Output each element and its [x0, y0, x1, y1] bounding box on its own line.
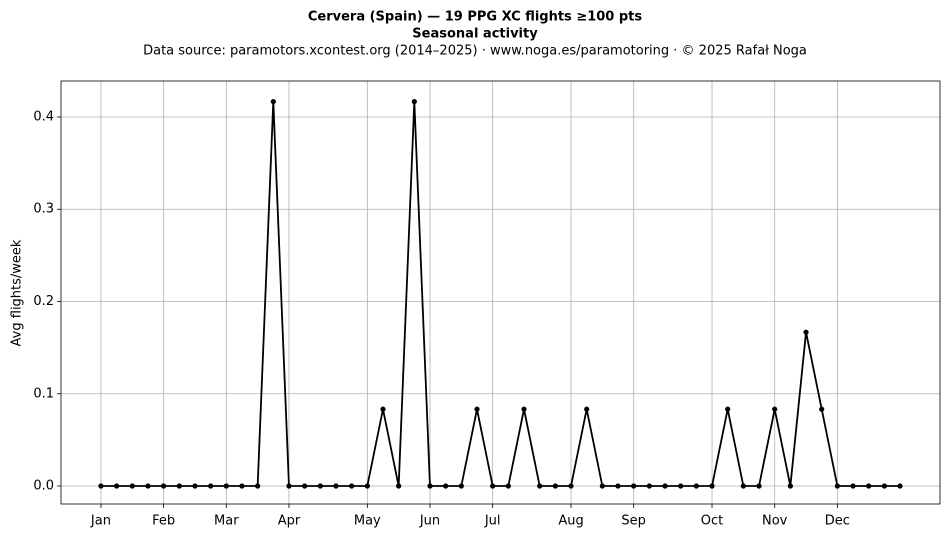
data-point: [396, 483, 402, 489]
data-point: [349, 483, 355, 489]
data-point: [161, 483, 167, 489]
data-point: [255, 483, 261, 489]
data-point: [615, 483, 621, 489]
data-point: [709, 483, 715, 489]
chart-title: Cervera (Spain) — 19 PPG XC flights ≥100…: [308, 10, 643, 25]
data-point: [568, 483, 574, 489]
data-point: [114, 483, 120, 489]
source-note: Data source: paramotors.xcontest.org (20…: [143, 44, 807, 59]
data-point: [866, 483, 872, 489]
x-tick-label: Aug: [558, 514, 583, 529]
data-point: [803, 329, 809, 335]
x-tick-label: Jun: [419, 514, 440, 529]
data-point: [662, 483, 668, 489]
data-point: [490, 483, 496, 489]
data-point: [850, 483, 856, 489]
data-point: [427, 483, 433, 489]
x-tick-label: Sep: [621, 514, 646, 529]
data-point: [772, 406, 778, 412]
data-point: [145, 483, 151, 489]
y-tick-label: 0.1: [33, 386, 54, 401]
data-point: [317, 483, 323, 489]
grid: [61, 81, 940, 504]
data-point: [98, 483, 104, 489]
data-point: [223, 483, 229, 489]
data-point: [552, 483, 558, 489]
data-point: [631, 483, 637, 489]
x-tick-label: Oct: [701, 514, 723, 529]
data-point: [129, 483, 135, 489]
data-point: [834, 483, 840, 489]
data-point: [756, 483, 762, 489]
data-line: [100, 101, 901, 487]
data-point: [443, 483, 449, 489]
x-tick-label: Jan: [90, 514, 111, 529]
data-point: [286, 483, 292, 489]
data-point: [521, 406, 527, 412]
data-point: [584, 406, 590, 412]
data-point: [380, 406, 386, 412]
data-point: [646, 483, 652, 489]
data-point: [192, 483, 198, 489]
y-tick-label: 0.2: [33, 294, 54, 309]
y-tick-label: 0.0: [33, 479, 54, 494]
x-tick-label: Mar: [214, 514, 239, 529]
plot: [98, 98, 903, 489]
y-tick-label: 0.4: [33, 109, 54, 124]
y-axis-label: Avg flights/week: [10, 239, 25, 346]
x-tick-label: Nov: [762, 514, 788, 529]
data-point: [239, 483, 245, 489]
data-point: [176, 483, 182, 489]
x-tick-label: May: [354, 514, 381, 529]
data-point: [458, 483, 464, 489]
data-point: [725, 406, 731, 412]
y-tick-label: 0.3: [33, 202, 54, 217]
data-point: [364, 483, 370, 489]
data-point: [897, 483, 903, 489]
data-point: [787, 483, 793, 489]
data-point: [302, 483, 308, 489]
data-point: [270, 98, 276, 105]
x-tick-label: Feb: [152, 514, 175, 529]
data-point: [740, 483, 746, 489]
data-point: [678, 483, 684, 489]
data-point: [693, 483, 699, 489]
x-tick-label: Dec: [825, 514, 850, 529]
data-point: [819, 406, 825, 412]
x-tick-label: Jul: [484, 514, 501, 529]
plot-frame: [60, 80, 941, 505]
data-point: [333, 483, 339, 489]
data-point: [208, 483, 214, 489]
data-point: [537, 483, 543, 489]
chart-subtitle: Seasonal activity: [412, 27, 538, 42]
data-point: [599, 483, 605, 489]
data-point: [411, 98, 417, 105]
data-point: [881, 483, 887, 489]
data-point: [505, 483, 511, 489]
x-tick-label: Apr: [278, 514, 301, 529]
data-point: [474, 406, 480, 412]
